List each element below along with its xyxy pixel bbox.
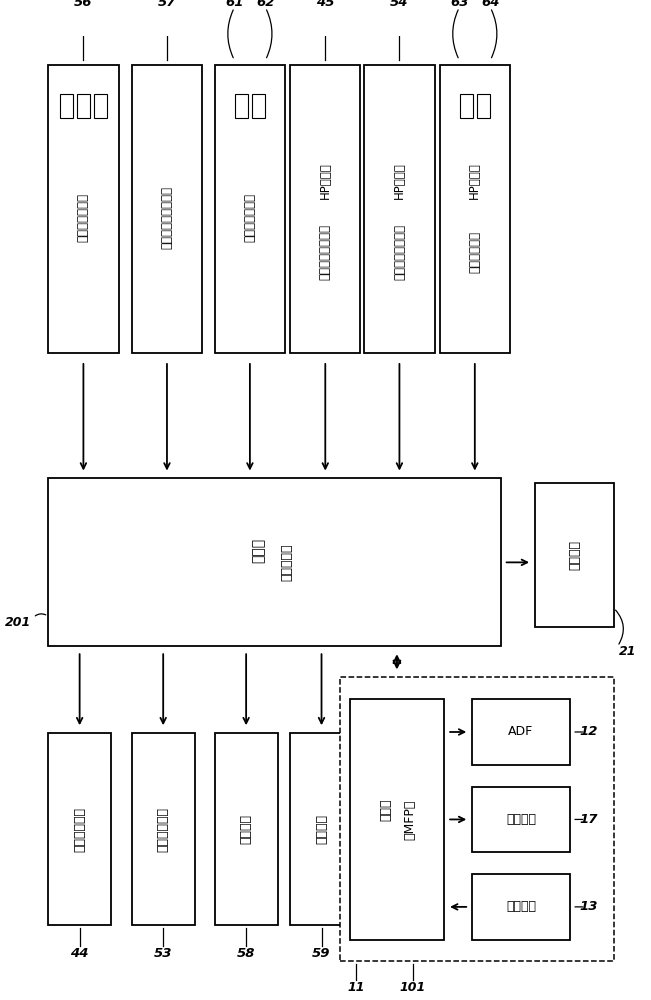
Bar — [48, 478, 501, 646]
Text: 45: 45 — [316, 0, 335, 9]
Text: 输送电机: 输送电机 — [315, 814, 328, 844]
Text: 101: 101 — [400, 981, 426, 994]
Text: 前、后端检测传感器: 前、后端检测传感器 — [160, 186, 173, 249]
Text: 控制部: 控制部 — [252, 538, 266, 563]
Bar — [132, 65, 202, 353]
Text: 12: 12 — [579, 725, 598, 738]
Text: HP传感器: HP传感器 — [393, 162, 406, 199]
Text: （纵向对位电机）: （纵向对位电机） — [393, 224, 406, 280]
Bar — [215, 733, 277, 925]
Text: 控制部: 控制部 — [379, 799, 392, 821]
Text: 201: 201 — [5, 616, 31, 629]
Text: 操作面板: 操作面板 — [506, 900, 536, 913]
Text: 44: 44 — [70, 947, 89, 960]
Text: 56: 56 — [74, 0, 92, 9]
Bar — [473, 699, 570, 765]
Bar — [215, 65, 285, 353]
Bar — [439, 65, 510, 353]
Bar — [290, 65, 361, 353]
Bar — [460, 94, 473, 118]
Bar — [252, 94, 265, 118]
Text: 打孔电机: 打孔电机 — [240, 814, 253, 844]
Text: ADF: ADF — [508, 725, 534, 738]
Text: 64: 64 — [481, 0, 499, 9]
Text: （横向对位电机）: （横向对位电机） — [319, 224, 332, 280]
Bar — [473, 874, 570, 940]
Text: 54: 54 — [390, 0, 409, 9]
Text: （整理机）: （整理机） — [281, 544, 294, 581]
Text: 偏斜检测传感器: 偏斜检测传感器 — [243, 193, 256, 242]
Text: （打孔电机）: （打孔电机） — [468, 231, 481, 273]
Text: 11: 11 — [348, 981, 365, 994]
Text: 57: 57 — [158, 0, 176, 9]
Text: 63: 63 — [450, 0, 469, 9]
Text: 21: 21 — [618, 645, 636, 658]
Text: 13: 13 — [579, 900, 598, 913]
Text: HP传感器: HP传感器 — [468, 162, 481, 199]
Bar — [473, 787, 570, 852]
Text: 17: 17 — [579, 813, 598, 826]
Bar — [350, 699, 444, 940]
Bar — [235, 94, 247, 118]
Bar — [48, 65, 118, 353]
Text: 横向对位电机: 横向对位电机 — [73, 807, 86, 852]
Text: 62: 62 — [256, 0, 275, 9]
Bar — [60, 94, 73, 118]
Bar — [340, 677, 614, 961]
Text: 纵向对位电机: 纵向对位电机 — [157, 807, 170, 852]
Text: HP传感器: HP传感器 — [319, 162, 332, 199]
Text: 61: 61 — [225, 0, 243, 9]
Text: 59: 59 — [312, 947, 331, 960]
Bar — [132, 733, 195, 925]
Text: （MFP）: （MFP） — [403, 799, 416, 840]
Text: 侧端检测传感器: 侧端检测传感器 — [77, 193, 90, 242]
Bar — [477, 94, 490, 118]
Bar — [77, 94, 90, 118]
Bar — [290, 733, 353, 925]
Text: 打印机部: 打印机部 — [506, 813, 536, 826]
Bar — [94, 94, 107, 118]
Bar — [48, 733, 111, 925]
Text: 58: 58 — [237, 947, 255, 960]
Text: 装订单元: 装订单元 — [568, 540, 581, 570]
Text: 53: 53 — [154, 947, 173, 960]
Bar — [535, 483, 614, 627]
Bar — [365, 65, 435, 353]
